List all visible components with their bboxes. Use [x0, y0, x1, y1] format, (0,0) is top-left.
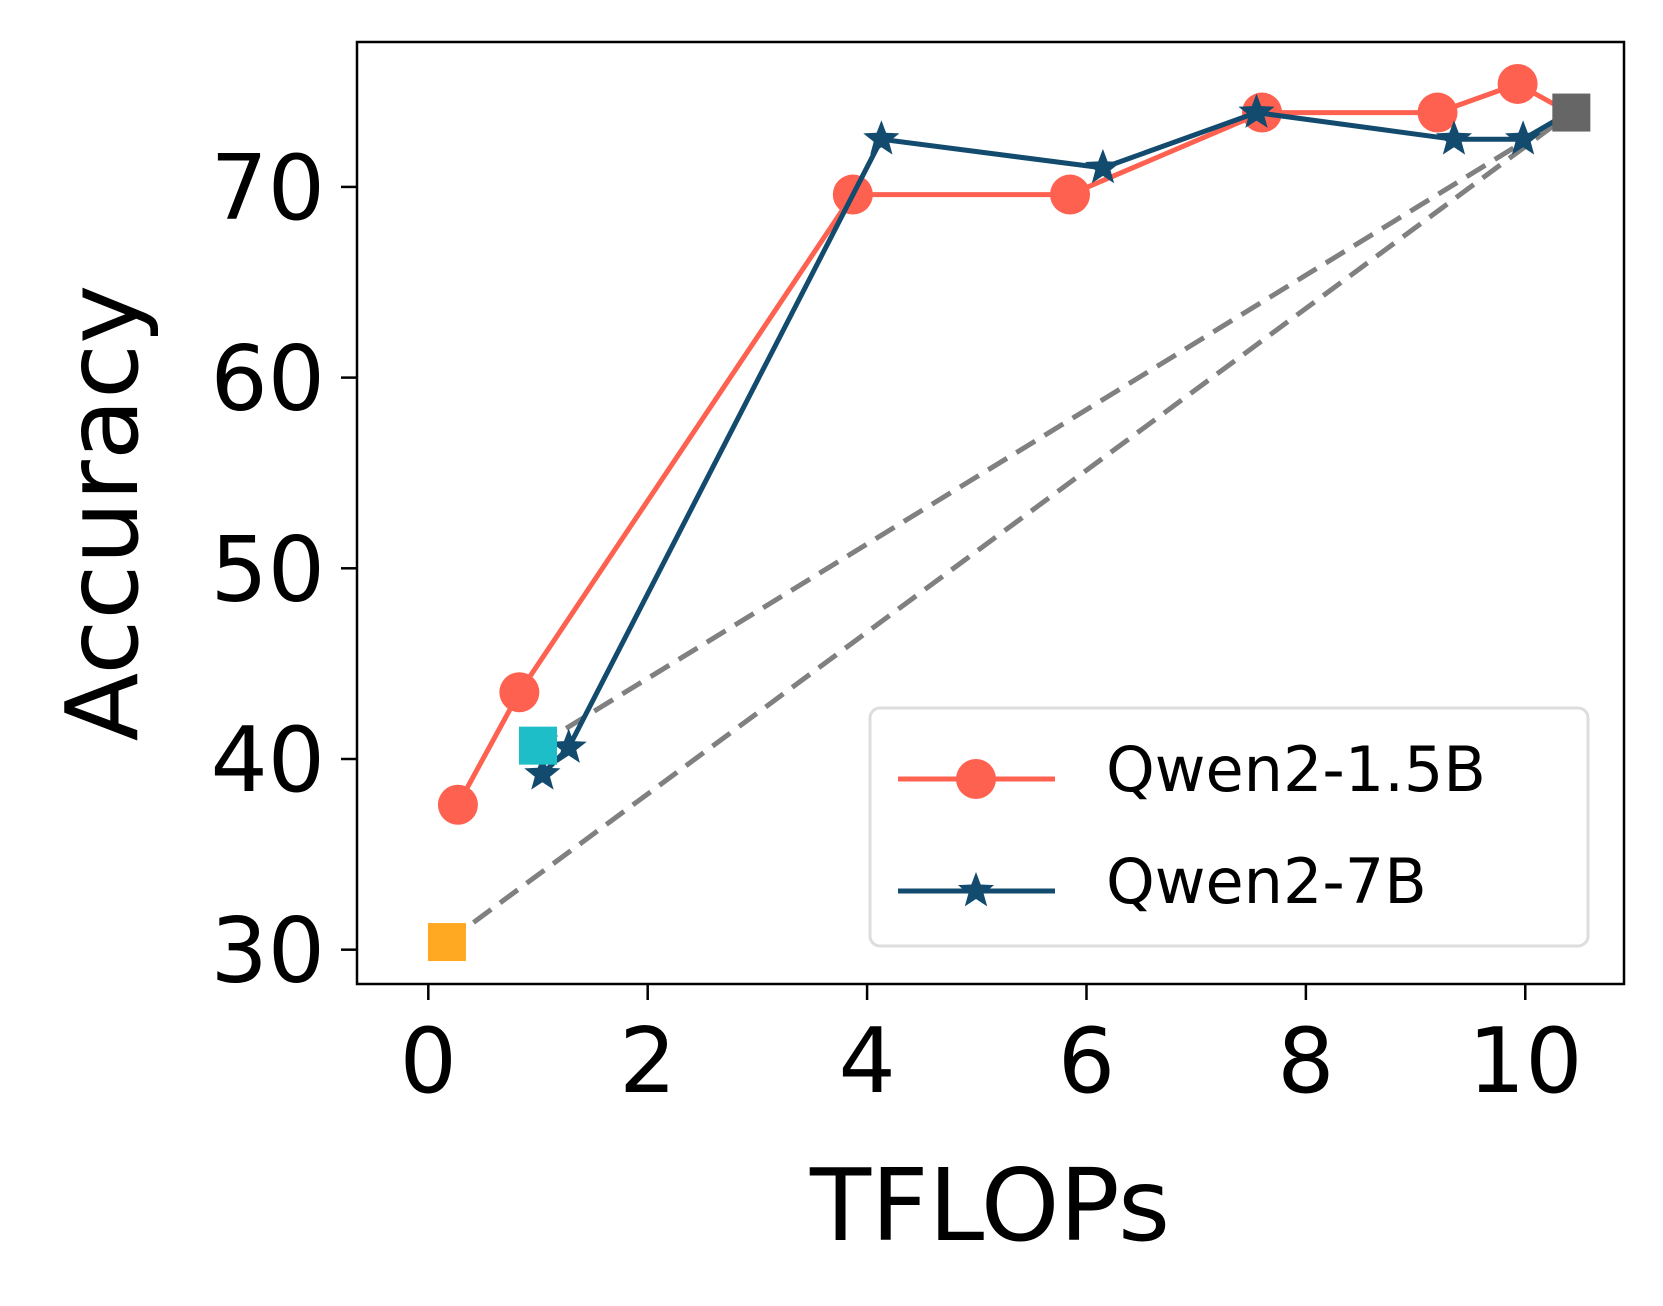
y-axis-ticks: 30 40 50 60 70 — [210, 136, 357, 1004]
data-series — [437, 63, 1571, 825]
data-point-qwen2-1.5b — [1497, 63, 1538, 104]
data-point-qwen2-1.5b — [1417, 92, 1458, 133]
data-point-qwen2-7b — [1435, 120, 1472, 155]
x-tick-label: 6 — [1058, 1009, 1115, 1114]
y-axis-title: Accuracy — [44, 285, 161, 742]
data-point-qwen2-7b — [1238, 93, 1275, 128]
reference-point-mid-model — [519, 726, 557, 765]
data-point-qwen2-7b — [524, 755, 561, 790]
data-point-qwen2-7b — [863, 120, 900, 155]
plot-frame — [355, 40, 1626, 986]
x-tick-label: 0 — [400, 1009, 457, 1114]
legend-marker-qwen2-7b — [957, 872, 995, 907]
series-line-qwen2-7b — [540, 110, 1571, 776]
x-tick-label: 4 — [838, 1009, 895, 1114]
legend-box — [868, 706, 1590, 948]
reference-dashed-lines — [445, 110, 1573, 945]
reference-point-large-model — [1552, 93, 1591, 132]
x-tick-label: 10 — [1468, 1009, 1583, 1114]
legend: Qwen2-1.5B Qwen2-7B — [868, 706, 1590, 948]
x-tick-label: 2 — [619, 1009, 676, 1114]
legend-marker-qwen2-1.5b — [956, 759, 996, 799]
data-point-qwen2-1.5b — [1050, 174, 1091, 215]
reference-markers — [427, 93, 1591, 962]
x-tick-label: 8 — [1277, 1009, 1334, 1114]
dashed-reference-line-1 — [445, 110, 1573, 945]
y-tick-label: 70 — [210, 136, 325, 241]
y-tick-label: 30 — [210, 899, 325, 1004]
data-point-qwen2-7b — [1505, 120, 1542, 155]
legend-label-qwen2-7b: Qwen2-7B — [1106, 845, 1427, 918]
dashed-reference-line-2 — [536, 110, 1573, 748]
reference-point-small-model — [427, 923, 466, 962]
data-point-qwen2-1.5b — [499, 672, 540, 713]
data-point-qwen2-1.5b — [437, 784, 478, 825]
legend-label-qwen2-1.5b: Qwen2-1.5B — [1106, 733, 1486, 806]
data-point-qwen2-7b — [550, 728, 587, 763]
x-axis-ticks: 0 2 4 6 8 10 — [400, 984, 1583, 1114]
x-axis-title: TFLOPs — [809, 1147, 1170, 1264]
data-point-qwen2-7b — [1084, 148, 1121, 184]
y-tick-label: 40 — [210, 708, 325, 813]
y-tick-label: 50 — [210, 517, 325, 622]
y-tick-label: 60 — [210, 327, 325, 432]
